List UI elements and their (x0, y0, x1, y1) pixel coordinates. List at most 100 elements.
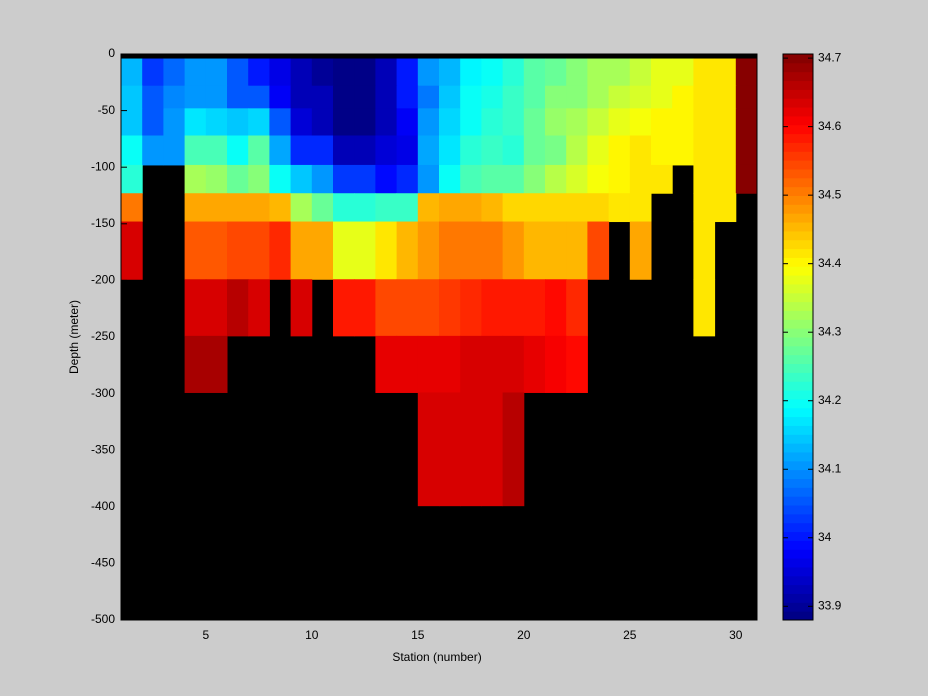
colorbar-swatch (783, 540, 813, 550)
heatmap-cell (163, 58, 186, 87)
heatmap-cell (142, 58, 164, 87)
colorbar-swatch (783, 443, 813, 453)
heatmap-cell (417, 392, 440, 507)
heatmap-cell (523, 221, 546, 280)
y-tick-label: -50 (98, 103, 116, 117)
heatmap-cell (163, 85, 186, 109)
heatmap-cell (566, 58, 588, 87)
x-axis-label: Station (number) (392, 650, 481, 664)
x-tick-label: 30 (729, 628, 743, 642)
colorbar-swatch (783, 301, 813, 311)
colorbar-tick-label: 34.5 (818, 187, 842, 201)
heatmap-cell (523, 164, 546, 194)
heatmap-cell (651, 135, 673, 166)
colorbar-swatch (783, 292, 813, 303)
colorbar-swatch (783, 390, 813, 400)
heatmap-cell (269, 85, 292, 109)
heatmap-cell (205, 335, 228, 393)
colorbar-swatch (783, 133, 813, 143)
heatmap-cell (566, 108, 588, 137)
colorbar-swatch (783, 398, 813, 409)
heatmap-cell (735, 108, 758, 137)
heatmap-cell (481, 85, 504, 109)
colorbar-swatch (783, 54, 813, 64)
heatmap-cell (587, 58, 610, 87)
x-tick-label: 20 (517, 628, 531, 642)
colorbar-swatch (783, 469, 813, 479)
heatmap-cell (354, 135, 376, 166)
heatmap-cell (566, 193, 588, 223)
heatmap-cell (417, 193, 440, 223)
colorbar-swatch (783, 204, 813, 214)
heatmap-cell (417, 279, 440, 337)
colorbar-swatch (783, 328, 813, 338)
heatmap-cell (248, 164, 270, 194)
heatmap-cell (502, 193, 525, 223)
heatmap-cell (354, 221, 376, 280)
heatmap-cell (311, 58, 334, 87)
colorbar-swatch (783, 363, 813, 373)
heatmap-cell (693, 164, 716, 194)
heatmap-cell (439, 193, 461, 223)
heatmap-cell (545, 279, 567, 337)
colorbar-swatch (783, 496, 813, 506)
y-tick-label: -500 (91, 612, 115, 626)
colorbar-frame (782, 53, 814, 621)
heatmap-cell (481, 58, 504, 87)
heatmap-cell (396, 335, 419, 393)
colorbar-swatch (783, 257, 813, 267)
heatmap-cell (587, 193, 610, 223)
heatmap-cell (439, 85, 461, 109)
heatmap-cell (248, 85, 270, 109)
heatmap-cell (227, 221, 249, 280)
heatmap-cell (693, 85, 716, 109)
heatmap-cell (311, 85, 334, 109)
heatmap-cell (439, 135, 461, 166)
colorbar-swatch (783, 381, 813, 391)
heatmap-cell (714, 164, 737, 194)
heatmap-cell (205, 279, 228, 337)
colorbar-swatch (783, 275, 813, 285)
heatmap-cell (417, 221, 440, 280)
heatmap-cell (269, 221, 292, 280)
heatmap-cell (439, 392, 461, 507)
colorbar-swatch (783, 124, 813, 135)
heatmap-cell (354, 164, 376, 194)
heatmap-cell (121, 193, 143, 223)
heatmap-cell (375, 164, 398, 194)
colorbar-swatch (783, 602, 813, 612)
heatmap-cell (417, 85, 440, 109)
heatmap-cell (439, 335, 461, 393)
heatmap-cell (417, 164, 440, 194)
heatmap-cell (439, 58, 461, 87)
heatmap-cell (735, 85, 758, 109)
heatmap-cell (354, 193, 376, 223)
colorbar-swatch (783, 283, 813, 294)
heatmap-cell (227, 108, 249, 137)
colorbar-swatch (783, 80, 813, 90)
heatmap-cell (227, 85, 249, 109)
heatmap-cell (333, 221, 355, 280)
heatmap-cell (290, 85, 313, 109)
heatmap-cell (354, 279, 376, 337)
heatmap-cell (502, 392, 525, 507)
heatmap-cell (417, 135, 440, 166)
heatmap-cell (121, 108, 143, 137)
heatmap-cell (714, 58, 737, 87)
heatmap-cell (460, 193, 482, 223)
heatmap-cell (269, 193, 292, 223)
heatmap-cell (333, 164, 355, 194)
heatmap-cell (396, 279, 419, 337)
heatmap-cell (629, 193, 652, 223)
heatmap-cell (608, 108, 631, 137)
heatmap-cell (333, 108, 355, 137)
heatmap-cell (523, 135, 546, 166)
heatmap-cell (121, 135, 143, 166)
colorbar-tick-label: 34.4 (818, 256, 842, 270)
heatmap-cell (311, 164, 334, 194)
heatmap-cell (417, 108, 440, 137)
y-tick-label: -250 (91, 329, 115, 343)
colorbar-swatch (783, 319, 813, 329)
heatmap-cell (248, 279, 270, 337)
heatmap-cell (651, 164, 673, 194)
